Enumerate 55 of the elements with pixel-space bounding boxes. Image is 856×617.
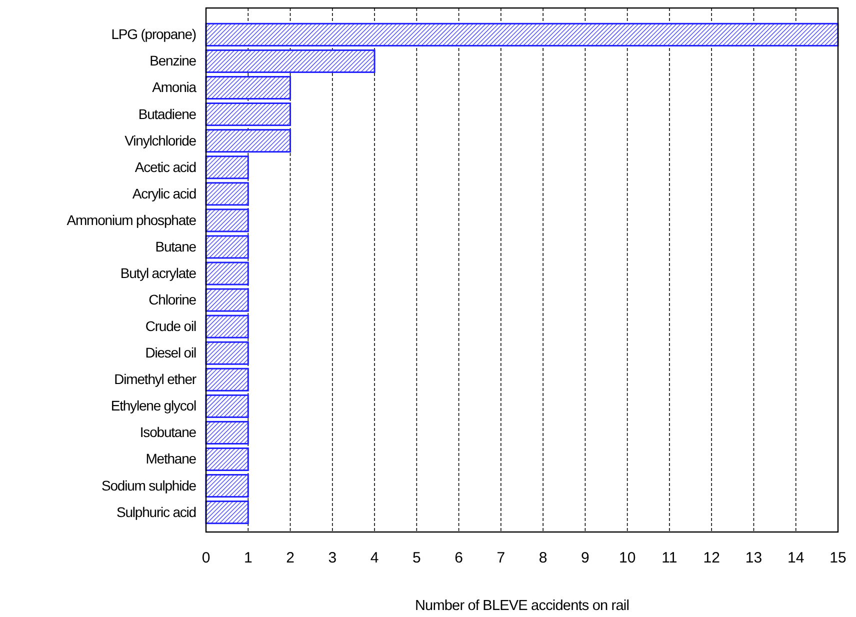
y-tick-label: Crude oil [145, 318, 196, 334]
y-tick-label: Vinylchloride [124, 132, 197, 148]
y-tick-label: Acetic acid [134, 158, 196, 175]
x-tick-label: 14 [788, 550, 804, 567]
y-tick-label: Butadiene [138, 106, 197, 122]
y-tick-label: Chlorine [148, 292, 197, 308]
bar [205, 447, 249, 472]
bar [205, 341, 249, 365]
y-tick-label: LPG (propane) [111, 26, 196, 42]
x-tick-label: 3 [328, 550, 337, 567]
x-tick-label: 1 [244, 550, 252, 567]
bar [205, 288, 249, 312]
bar [205, 262, 249, 286]
bar [205, 182, 249, 206]
y-tick-label: Dimethyl ether [114, 371, 197, 388]
bar [205, 420, 249, 444]
y-tick-label: Butane [155, 238, 197, 254]
x-tick-label: 10 [618, 550, 636, 567]
bar [205, 129, 292, 153]
bar [205, 49, 376, 73]
bar [205, 394, 249, 418]
x-tick-label: 11 [662, 550, 678, 567]
bar [205, 368, 249, 392]
x-tick-label: 6 [454, 550, 463, 567]
y-tick-label: Sulphuric acid [116, 504, 196, 520]
y-tick-label: Isobutane [140, 424, 197, 440]
y-tick-label: Butyl acrylate [120, 264, 197, 281]
x-tick-label: 9 [581, 550, 590, 567]
y-tick-label: Methane [146, 450, 197, 467]
y-tick-label: Acrylic acid [132, 185, 196, 202]
bar [205, 500, 249, 524]
x-tick-label: 5 [412, 550, 421, 567]
x-tick-label: 4 [370, 550, 379, 567]
bar [205, 156, 249, 180]
bar [205, 314, 249, 338]
y-tick-label: Ethylene glycol [110, 398, 196, 414]
y-tick-label: Amonia [152, 79, 197, 96]
bar [205, 76, 292, 100]
x-tick-label: 7 [496, 550, 506, 567]
y-tick-label: Diesel oil [145, 344, 196, 361]
bar [205, 474, 249, 498]
x-tick-label: 15 [830, 550, 846, 567]
x-tick-label: 13 [745, 550, 762, 567]
bar [205, 208, 249, 232]
bar [205, 235, 249, 259]
y-tick-label: Ammonium phosphate [66, 212, 197, 228]
x-tick-label: 8 [538, 550, 548, 567]
bar [205, 102, 292, 126]
x-tick-label: 12 [703, 550, 720, 567]
x-tick-label: 2 [286, 550, 294, 567]
y-tick-label: Sodium sulphide [101, 477, 197, 494]
x-tick-label: 0 [202, 550, 210, 567]
bar [205, 22, 839, 46]
y-tick-label: Benzine [150, 52, 197, 69]
x-axis-title: Number of BLEVE accidents on rail [414, 598, 630, 614]
